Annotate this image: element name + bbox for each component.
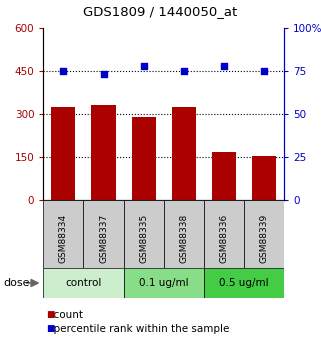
Bar bbox=[43, 268, 124, 298]
Text: GSM88338: GSM88338 bbox=[179, 213, 188, 263]
Point bbox=[61, 68, 66, 74]
Text: GSM88334: GSM88334 bbox=[59, 214, 68, 263]
Text: GDS1809 / 1440050_at: GDS1809 / 1440050_at bbox=[83, 5, 238, 18]
Bar bbox=[124, 200, 164, 268]
Text: GSM88336: GSM88336 bbox=[219, 213, 229, 263]
Point bbox=[221, 63, 226, 69]
Point bbox=[261, 68, 266, 74]
Bar bbox=[172, 107, 196, 200]
Text: control: control bbox=[65, 278, 102, 288]
Bar bbox=[212, 152, 236, 200]
Bar bbox=[252, 156, 276, 200]
Bar bbox=[204, 200, 244, 268]
Text: GSM88335: GSM88335 bbox=[139, 213, 148, 263]
Bar bbox=[244, 200, 284, 268]
Text: GSM88337: GSM88337 bbox=[99, 213, 108, 263]
Text: ■: ■ bbox=[46, 325, 54, 334]
Bar bbox=[204, 268, 284, 298]
Bar bbox=[132, 117, 156, 200]
Point bbox=[101, 72, 106, 77]
Point bbox=[181, 68, 186, 74]
Bar bbox=[83, 200, 124, 268]
Text: 0.5 ug/ml: 0.5 ug/ml bbox=[219, 278, 269, 288]
Text: GSM88339: GSM88339 bbox=[259, 213, 269, 263]
Bar bbox=[51, 107, 75, 200]
Text: 0.1 ug/ml: 0.1 ug/ml bbox=[139, 278, 188, 288]
Bar bbox=[91, 106, 116, 200]
Point bbox=[141, 63, 146, 69]
Bar bbox=[164, 200, 204, 268]
Text: ■: ■ bbox=[46, 310, 54, 319]
Bar bbox=[124, 268, 204, 298]
Text: percentile rank within the sample: percentile rank within the sample bbox=[47, 324, 229, 334]
Text: count: count bbox=[47, 310, 82, 320]
Text: dose: dose bbox=[3, 278, 30, 288]
Bar bbox=[43, 200, 83, 268]
